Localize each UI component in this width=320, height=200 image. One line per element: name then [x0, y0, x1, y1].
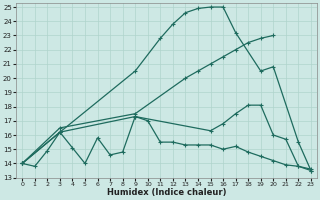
X-axis label: Humidex (Indice chaleur): Humidex (Indice chaleur) — [107, 188, 226, 197]
